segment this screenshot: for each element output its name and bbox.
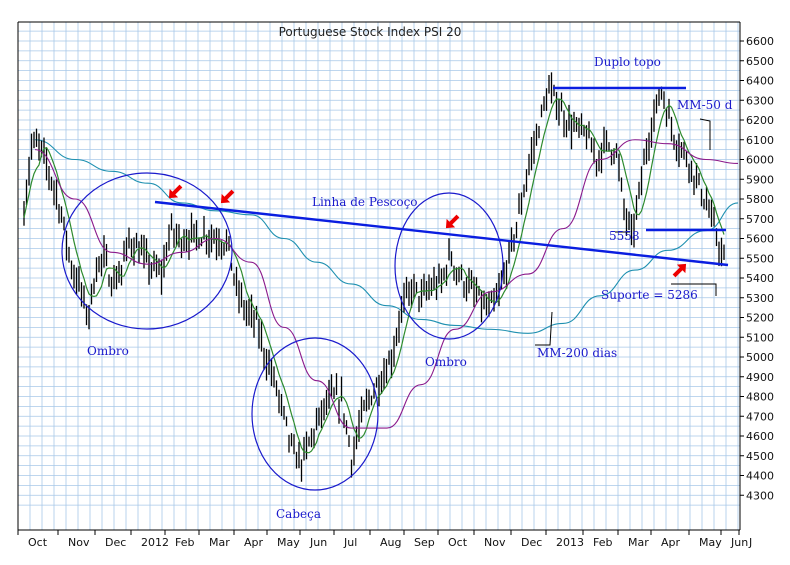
short-ma-path	[23, 98, 725, 454]
ma50-label: MM-50 d	[677, 98, 733, 112]
y-tick-label: 6200	[746, 114, 774, 127]
right-shoulder-circle	[394, 192, 504, 340]
x-tick-label: May	[699, 536, 722, 549]
arrow-shape	[168, 184, 183, 199]
red-arrow-support	[672, 263, 687, 278]
level-5558-label: 5558	[609, 229, 640, 243]
y-tick-label: 5800	[746, 193, 774, 206]
support-label: Suporte = 5286	[601, 288, 698, 302]
x-tick-label: Jun	[730, 536, 748, 549]
x-tick-label: Feb	[593, 536, 612, 549]
x-tick-label: Jul	[343, 536, 357, 549]
x-tick-label: Jun	[309, 536, 327, 549]
x-tick-label: Oct	[448, 536, 468, 549]
head-circle	[251, 337, 379, 491]
ma200-label: MM-200 dias	[537, 346, 617, 360]
series-path	[34, 139, 739, 334]
red-arrow-shoulder-end	[220, 189, 235, 204]
x-tick-label: Aug	[380, 536, 401, 549]
y-tick-label: 4500	[746, 450, 774, 463]
ma50-pointer	[699, 118, 711, 150]
support-bracket	[671, 283, 717, 296]
y-tick-label: 5300	[746, 292, 774, 305]
x-tick-label: Mar	[209, 536, 230, 549]
y-tick-label: 5900	[746, 173, 774, 186]
x-tick-label: Oct	[28, 536, 48, 549]
y-tick-label: 5500	[746, 252, 774, 265]
x-tick-label: J	[748, 536, 752, 549]
x-tick-label: Apr	[661, 536, 681, 549]
arrow-shape	[672, 263, 687, 278]
y-tick-label: 4400	[746, 470, 774, 483]
red-arrow-right-shoulder	[445, 214, 460, 229]
y-tick-label: 6100	[746, 134, 774, 147]
y-tick-label: 4700	[746, 410, 774, 423]
x-tick-label: Feb	[175, 536, 194, 549]
y-tick-label: 6300	[746, 94, 774, 107]
x-tick-label: 2013	[556, 536, 584, 549]
left-shoulder-label: Ombro	[87, 344, 129, 358]
x-tick-label: May	[277, 536, 300, 549]
y-tick-label: 4800	[746, 391, 774, 404]
x-tick-label: Mar	[628, 536, 649, 549]
y-tick-label: 4300	[746, 489, 774, 502]
x-tick-label: Nov	[484, 536, 506, 549]
head-label: Cabeça	[276, 507, 321, 521]
x-tick-label: Nov	[68, 536, 90, 549]
x-tick-label: Sep	[414, 536, 435, 549]
arrow-shape	[220, 189, 235, 204]
ma200-pointer	[535, 311, 553, 346]
x-tick-label: Dec	[521, 536, 542, 549]
y-tick-label: 5600	[746, 233, 774, 246]
double-top-label: Duplo topo	[594, 55, 661, 69]
right-shoulder-label: Ombro	[425, 355, 467, 369]
y-tick-label: 6500	[746, 55, 774, 68]
axes: 4300 4400 4500 4600 4700 4800 4900 5000 5100 5200…	[17, 21, 774, 549]
ma200-line	[34, 139, 739, 334]
ma50-line	[34, 139, 739, 429]
neckline	[154, 200, 729, 267]
pattern-overlays	[61, 86, 729, 491]
grid	[18, 22, 740, 530]
x-tick-label: Dec	[105, 536, 126, 549]
x-tick-label: 2012	[141, 536, 169, 549]
y-tick-label: 5000	[746, 351, 774, 364]
y-tick-label: 4600	[746, 430, 774, 443]
short-ma-line	[23, 98, 725, 454]
y-tick-label: 5700	[746, 213, 774, 226]
y-tick-label: 5200	[746, 312, 774, 325]
y-tick-label: 6600	[746, 35, 774, 48]
y-tick-label: 4900	[746, 371, 774, 384]
series-path	[34, 139, 739, 429]
red-arrow-left-shoulder	[168, 184, 183, 199]
neckline-label: Linha de Pescoço	[312, 195, 418, 209]
left-shoulder-circle	[61, 172, 233, 330]
y-tick-label: 6000	[746, 154, 774, 167]
arrow-shape	[445, 214, 460, 229]
x-tick-label: Apr	[244, 536, 264, 549]
y-tick-label: 6400	[746, 75, 774, 88]
chart-title: Portuguese Stock Index PSI 20	[279, 25, 462, 39]
y-tick-label: 5100	[746, 331, 774, 344]
y-tick-label: 5400	[746, 272, 774, 285]
